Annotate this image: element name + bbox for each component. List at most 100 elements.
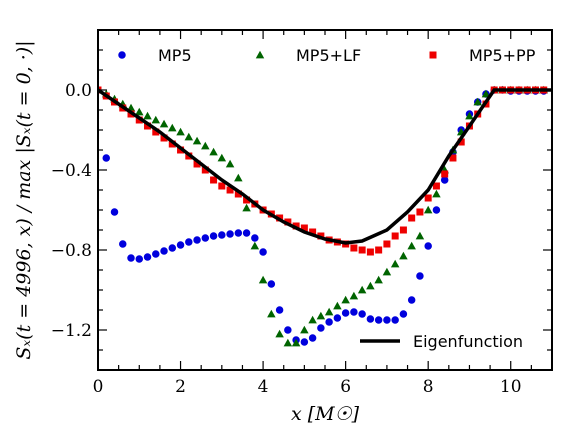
mp5-pp-point	[201, 166, 209, 174]
mp5-point	[168, 244, 177, 252]
mp5-lf-point	[300, 325, 309, 334]
legend-label: MP5+LF	[296, 46, 361, 65]
x-tick-label: 4	[258, 377, 269, 397]
mp5-lf-point	[423, 205, 433, 214]
mp5-lf-point	[151, 115, 161, 124]
mp5-point	[366, 315, 375, 323]
mp5-point	[275, 306, 284, 314]
legend-item-eigenfunction: Eigenfunction	[360, 332, 523, 351]
series-mp5-lf	[98, 85, 548, 347]
legend-marker	[118, 51, 126, 59]
legend: MP5 MP5+LF MP5+PP Eigenfunction	[118, 46, 536, 351]
legend-label: Eigenfunction	[413, 332, 523, 351]
mp5-point	[251, 234, 259, 242]
mp5-lf-point	[242, 203, 251, 212]
mp5-point	[350, 308, 358, 316]
mp5-lf-point	[184, 132, 194, 141]
mp5-lf-point	[234, 173, 243, 182]
mp5-point	[242, 229, 251, 237]
mp5-point	[102, 154, 111, 162]
mp5-point	[317, 324, 325, 332]
series-mp5	[102, 86, 548, 346]
mp5-lf-point	[201, 141, 210, 150]
x-tick-label: 6	[340, 377, 351, 397]
mp5-point	[119, 240, 127, 248]
mp5-pp-point	[243, 196, 251, 204]
mp5-lf-point	[225, 159, 235, 168]
mp5-lf-point	[291, 338, 301, 347]
mp5-point	[308, 334, 317, 342]
mp5-pp-point	[457, 138, 465, 146]
legend-marker	[429, 51, 437, 59]
mp5-pp-point	[193, 160, 201, 168]
mp5-point	[424, 242, 432, 250]
mp5-point	[432, 206, 441, 214]
mp5-pp-point	[391, 232, 399, 240]
mp5-point	[185, 238, 193, 246]
mp5-pp-point	[350, 244, 358, 252]
mp5-pp-point	[375, 246, 383, 254]
mp5-point	[201, 234, 210, 242]
mp5-lf-point	[382, 267, 392, 276]
legend-item-mp5-lf: MP5+LF	[255, 46, 361, 65]
mp5-pp-point	[234, 190, 242, 198]
mp5-pp-point	[160, 134, 168, 142]
mp5-point	[407, 296, 416, 304]
mp5-pp-point	[218, 182, 226, 190]
mp5-point	[391, 316, 399, 324]
mp5-lf-point	[159, 119, 169, 128]
mp5-point	[152, 250, 160, 258]
mp5-pp-point	[449, 154, 457, 162]
x-tick-label: 0	[93, 377, 104, 397]
y-tick-label: 0.0	[65, 81, 92, 101]
mp5-point	[143, 253, 152, 261]
mp5-pp-point	[210, 176, 218, 184]
mp5-lf-point	[250, 241, 260, 250]
y-axis-label: Sₓ(t = 4996, x) / max |Sₓ(t = 0, ·)|	[13, 40, 35, 359]
mp5-lf-point	[176, 127, 185, 136]
mp5-pp-point	[292, 222, 300, 230]
mp5-point	[374, 316, 383, 324]
mp5-lf-point	[258, 275, 268, 284]
mp5-lf-point	[333, 301, 342, 310]
mp5-point	[193, 236, 201, 244]
mp5-lf-point	[283, 338, 293, 347]
mp5-pp-point	[408, 214, 416, 222]
mp5-pp-point	[424, 194, 432, 202]
mp5-lf-point	[481, 89, 491, 98]
mp5-pp-point	[358, 246, 366, 254]
mp5-point	[110, 208, 119, 216]
y-tick-label: −0.4	[51, 161, 92, 181]
mp5-lf-point	[407, 241, 416, 250]
mp5-point	[358, 310, 366, 318]
mp5-lf-point	[473, 97, 482, 106]
mp5-lf-point	[357, 285, 367, 294]
mp5-lf-point	[374, 275, 383, 284]
mp5-lf-point	[349, 291, 359, 300]
mp5-pp-point	[432, 182, 440, 190]
mp5-lf-point	[316, 311, 326, 320]
mp5-pp-point	[300, 224, 308, 232]
mp5-point	[160, 247, 168, 255]
mp5-lf-point	[399, 251, 408, 260]
x-axis-label: x [M☉]	[291, 403, 360, 425]
mp5-lf-point	[390, 259, 400, 268]
mp5-point	[176, 241, 185, 249]
mp5-pp-point	[399, 226, 407, 234]
legend-marker	[255, 50, 265, 59]
mp5-lf-point	[308, 315, 317, 324]
mp5-lf-point	[415, 231, 425, 240]
plot-frame	[97, 29, 553, 371]
mp5-point	[226, 230, 234, 238]
mp5-pp-point	[366, 248, 374, 256]
mp5-lf-point	[275, 329, 284, 338]
series-eigenfunction	[98, 88, 552, 245]
mp5-point	[259, 248, 267, 256]
plot-area	[98, 85, 552, 347]
mp5-lf-point	[366, 281, 375, 290]
mp5-lf-point	[432, 189, 441, 198]
mp5-point	[135, 255, 144, 263]
mp5-lf-point	[135, 107, 144, 116]
mp5-lf-point	[465, 111, 474, 120]
x-tick-label: 10	[500, 377, 522, 397]
